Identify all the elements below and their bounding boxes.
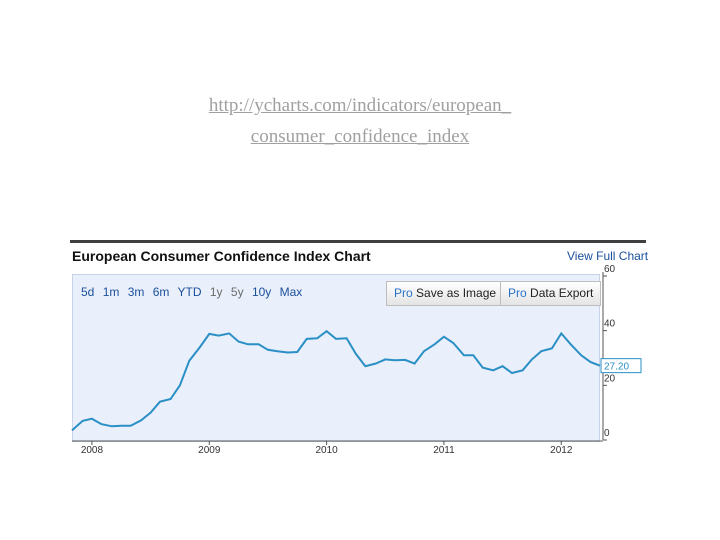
x-tick-label: 2010 bbox=[315, 445, 338, 456]
range-button-1m[interactable]: 1m bbox=[102, 285, 120, 299]
y-tick-label: 40 bbox=[604, 319, 616, 330]
range-button-6m[interactable]: 6m bbox=[152, 285, 170, 299]
x-axis: 2008 2009 2010 2011 2012 bbox=[72, 440, 603, 456]
source-url-line-2[interactable]: consumer_confidence_index bbox=[250, 126, 470, 147]
x-tick-label: 2012 bbox=[550, 445, 573, 456]
data-export-button[interactable]: Pro Data Export bbox=[500, 281, 601, 306]
range-button-max[interactable]: Max bbox=[279, 285, 303, 299]
last-value-marker: 27.20 bbox=[600, 358, 642, 374]
last-value-box bbox=[600, 358, 642, 374]
y-axis: 0 20 40 60 bbox=[602, 264, 616, 441]
range-button-10y[interactable]: 10y bbox=[251, 285, 272, 299]
range-button-5y[interactable]: 5y bbox=[230, 285, 244, 299]
pro-badge: Pro bbox=[508, 286, 527, 300]
chart-title: European Consumer Confidence Index Chart bbox=[72, 248, 371, 264]
range-button-1y[interactable]: 1y bbox=[209, 285, 223, 299]
x-tick-label: 2009 bbox=[198, 445, 221, 456]
view-full-chart-link[interactable]: View Full Chart bbox=[567, 249, 649, 263]
range-button-ytd[interactable]: YTD bbox=[177, 285, 202, 299]
x-tick-label: 2011 bbox=[433, 445, 455, 456]
y-tick-label: 0 bbox=[604, 428, 610, 439]
chart-top-border bbox=[70, 240, 646, 243]
series-line bbox=[71, 329, 601, 432]
x-tick-label: 2008 bbox=[81, 445, 104, 456]
last-value-label: 27.20 bbox=[604, 362, 629, 373]
range-button-group: 5d 1m 3m 6m YTD 1y 5y 10y Max bbox=[81, 285, 307, 299]
pro-badge: Pro bbox=[394, 286, 413, 300]
range-button-3m[interactable]: 3m bbox=[127, 285, 145, 299]
y-tick-label: 20 bbox=[604, 373, 616, 384]
save-as-image-label: Save as Image bbox=[416, 286, 497, 300]
source-url-line-1[interactable]: http://ycharts.com/indicators/european_ bbox=[208, 95, 512, 116]
range-button-5d[interactable]: 5d bbox=[81, 285, 95, 299]
data-export-label: Data Export bbox=[530, 286, 594, 300]
y-tick-label: 60 bbox=[604, 264, 616, 275]
save-as-image-button[interactable]: Pro Save as Image bbox=[386, 281, 501, 306]
